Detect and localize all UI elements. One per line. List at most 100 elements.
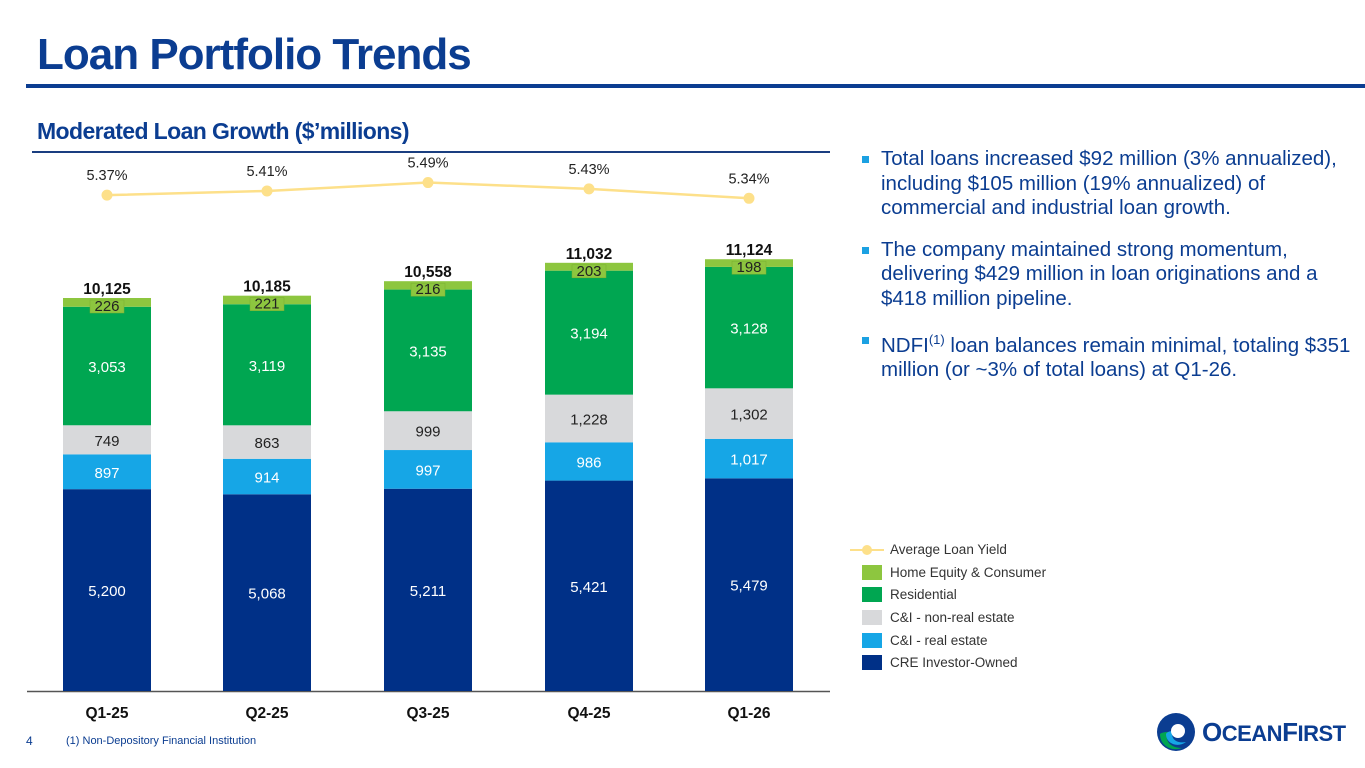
bar-segment-c-i-real-estate	[63, 454, 151, 490]
x-tick-label: Q1-25	[85, 705, 128, 722]
oceanfirst-wave-logo-icon	[1157, 713, 1195, 751]
yield-value-label: 5.41%	[246, 164, 287, 180]
bar-segment-residential	[384, 289, 472, 412]
key-points-list: Total loans increased $92 million (3% an…	[862, 147, 1352, 400]
segment-value-label: 5,200	[88, 583, 126, 600]
footnote: (1) Non-Depository Financial Institution	[66, 735, 257, 747]
subtitle-divider	[32, 151, 830, 153]
yield-value-label: 5.34%	[728, 171, 769, 187]
bar-segment-c-i-non-real-estate	[223, 425, 311, 459]
segment-label-background	[89, 299, 125, 314]
title-divider	[26, 84, 1365, 88]
bullet-square-icon	[862, 337, 869, 344]
bar-segment-c-i-real-estate	[384, 450, 472, 489]
footnote-ref: (1)	[928, 332, 945, 347]
legend-item-average-loan-yield: Average Loan Yield	[850, 538, 1046, 561]
segment-value-label: 3,135	[409, 343, 447, 360]
chart-legend: Average Loan Yield Home Equity & Consume…	[850, 538, 1046, 674]
segment-label-background	[571, 264, 607, 279]
segment-value-label: 1,302	[730, 407, 768, 424]
yield-point	[261, 185, 273, 197]
bar-segment-residential	[705, 266, 793, 389]
segment-value-label: 863	[254, 435, 279, 452]
legend-label: CRE Investor-Owned	[890, 655, 1018, 671]
segment-label-background	[410, 282, 446, 297]
bullet-square-icon	[862, 156, 869, 163]
bar-segment-c-i-non-real-estate	[545, 394, 633, 443]
bar-total-label: 10,558	[404, 264, 452, 281]
segment-value-label: 999	[415, 424, 440, 441]
segment-value-label: 1,228	[570, 411, 608, 428]
bar-segment-residential	[63, 306, 151, 426]
x-tick-label: Q4-25	[567, 705, 610, 722]
segment-value-label: 3,053	[88, 359, 126, 376]
legend-item-residential: Residential	[850, 583, 1046, 606]
bar-segment-c-i-non-real-estate	[63, 425, 151, 455]
legend-label: Home Equity & Consumer	[890, 564, 1047, 580]
legend-item-home-equity: Home Equity & Consumer	[850, 561, 1046, 584]
page-title: Loan Portfolio Trends	[37, 30, 472, 79]
segment-value-label: 5,068	[248, 586, 286, 603]
bullet-text-pre: NDFI	[881, 333, 929, 357]
yield-point	[101, 189, 113, 201]
yield-point	[583, 183, 595, 195]
bar-segment-c-i-real-estate	[705, 438, 793, 479]
segment-value-label: 226	[94, 298, 119, 315]
bar-segment-c-i-non-real-estate	[705, 388, 793, 439]
bullet-text-post: loan balances remain minimal, totaling $…	[881, 333, 1351, 382]
segment-value-label: 3,128	[730, 321, 768, 338]
segment-label-background	[249, 297, 285, 311]
bar-total-label: 11,124	[726, 242, 773, 259]
bullet-text: The company maintained strong momentum, …	[881, 237, 1318, 310]
yield-value-label: 5.49%	[407, 156, 448, 172]
segment-value-label: 221	[254, 296, 279, 313]
bullet-total-loans: Total loans increased $92 million (3% an…	[862, 147, 1352, 221]
bullet-ndfi: NDFI(1) loan balances remain minimal, to…	[862, 328, 1352, 383]
legend-swatch-icon	[862, 655, 882, 671]
segment-value-label: 3,194	[570, 326, 608, 343]
bar-segment-c-i-real-estate	[545, 442, 633, 481]
bar-segment-residential	[545, 270, 633, 395]
legend-item-cre-investor-owned: CRE Investor-Owned	[850, 651, 1046, 674]
segment-value-label: 5,421	[570, 579, 608, 596]
bar-segment-cre-investor-owned	[63, 489, 151, 691]
yield-point	[743, 192, 755, 204]
legend-swatch-icon	[862, 587, 882, 603]
bar-segment-cre-investor-owned	[545, 480, 633, 691]
legend-label: Residential	[890, 587, 957, 603]
segment-value-label: 198	[736, 259, 761, 276]
segment-value-label: 5,479	[730, 578, 768, 595]
yield-value-label: 5.43%	[568, 162, 609, 178]
x-tick-label: Q1-26	[727, 705, 770, 722]
chart-subtitle: Moderated Loan Growth ($’millions)	[37, 118, 410, 144]
legend-label: Average Loan Yield	[890, 541, 1007, 557]
legend-label: C&I - real estate	[890, 632, 988, 648]
segment-value-label: 216	[415, 281, 440, 298]
segment-value-label: 986	[576, 454, 601, 471]
legend-swatch-icon	[862, 632, 882, 648]
bar-segment-cre-investor-owned	[223, 494, 311, 691]
segment-value-label: 914	[254, 470, 279, 487]
bullet-square-icon	[862, 246, 869, 254]
bar-total-label: 10,185	[243, 279, 291, 296]
legend-swatch-icon	[862, 564, 882, 580]
legend-item-ci-non-real-estate: C&I - non-real estate	[850, 606, 1046, 629]
segment-value-label: 749	[94, 433, 119, 450]
logo-wordmark: OCEANFIRST	[1202, 716, 1346, 747]
segment-value-label: 1,017	[730, 452, 768, 469]
segment-value-label: 3,119	[249, 358, 285, 375]
legend-swatch-icon	[862, 609, 882, 625]
segment-value-label: 5,211	[410, 583, 446, 600]
segment-value-label: 203	[576, 263, 601, 280]
line-marker-icon	[850, 542, 884, 557]
bullet-text: Total loans increased $92 million (3% an…	[881, 147, 1337, 219]
legend-item-ci-real-estate: C&I - real estate	[850, 629, 1046, 652]
bar-total-label: 11,032	[566, 246, 613, 263]
bar-segment-cre-investor-owned	[705, 478, 793, 691]
bar-segment-residential	[223, 304, 311, 426]
segment-label-background	[731, 260, 767, 275]
bullet-momentum: The company maintained strong momentum, …	[862, 238, 1352, 312]
yield-point	[422, 177, 434, 189]
legend-label: C&I - non-real estate	[890, 609, 1015, 625]
